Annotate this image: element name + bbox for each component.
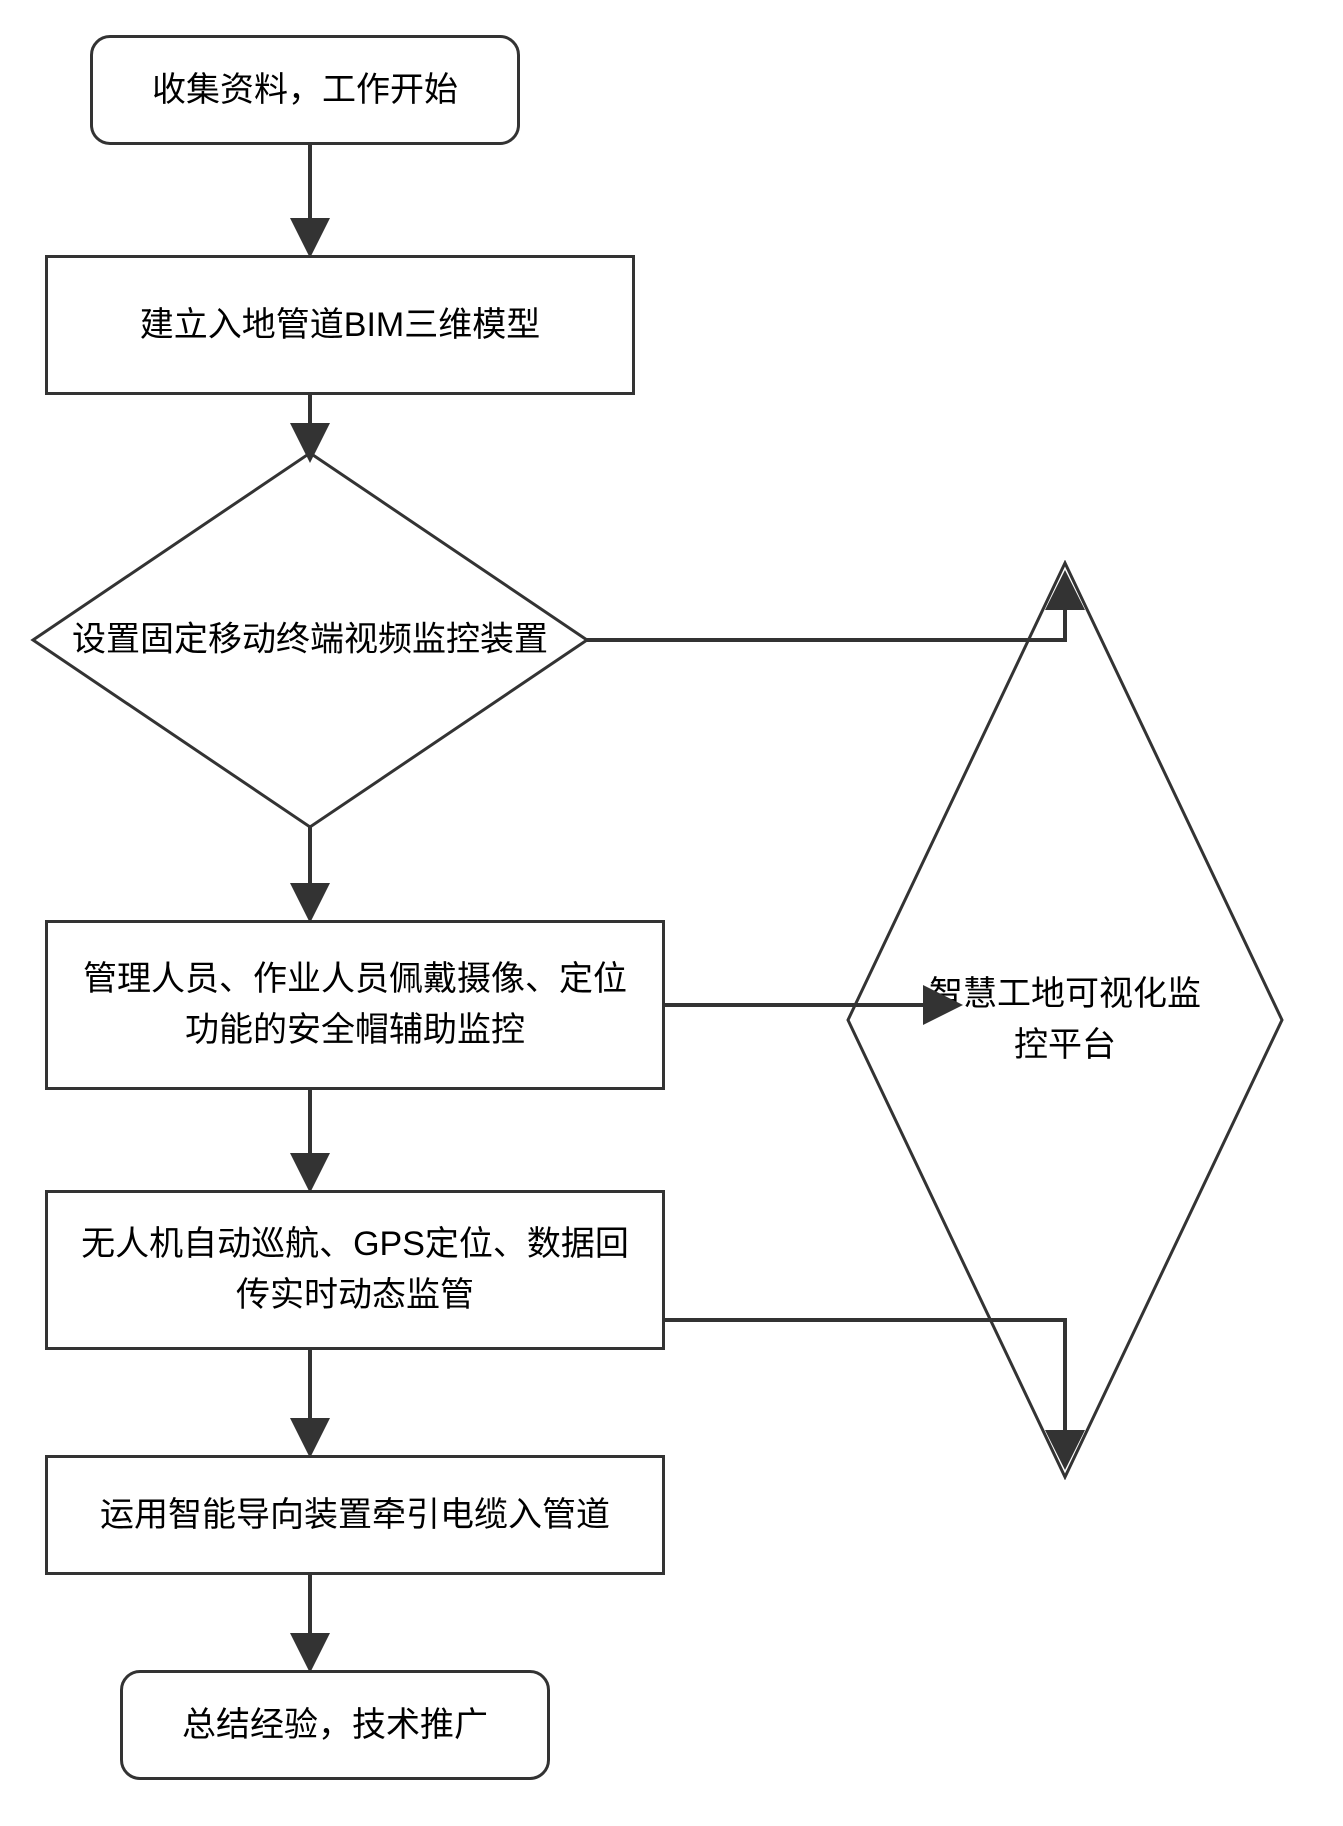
flowchart-decision-node: 设置固定移动终端视频监控装置 bbox=[30, 450, 590, 830]
node-label: 设置固定移动终端视频监控装置 bbox=[58, 615, 562, 666]
flowchart-platform-node: 智慧工地可视化监控平台 bbox=[845, 560, 1285, 1480]
flowchart-end-node: 总结经验，技术推广 bbox=[120, 1670, 550, 1780]
flowchart-start-node: 收集资料，工作开始 bbox=[90, 35, 520, 145]
node-label: 建立入地管道BIM三维模型 bbox=[140, 300, 540, 351]
node-label: 无人机自动巡航、GPS定位、数据回传实时动态监管 bbox=[68, 1219, 642, 1321]
node-label: 收集资料，工作开始 bbox=[152, 65, 458, 116]
node-label: 运用智能导向装置牵引电缆入管道 bbox=[100, 1490, 610, 1541]
node-label: 智慧工地可视化监控平台 bbox=[922, 969, 1208, 1071]
flowchart-process-node: 无人机自动巡航、GPS定位、数据回传实时动态监管 bbox=[45, 1190, 665, 1350]
flowchart-process-node: 管理人员、作业人员佩戴摄像、定位功能的安全帽辅助监控 bbox=[45, 920, 665, 1090]
flowchart-process-node: 建立入地管道BIM三维模型 bbox=[45, 255, 635, 395]
flowchart-process-node: 运用智能导向装置牵引电缆入管道 bbox=[45, 1455, 665, 1575]
node-label: 管理人员、作业人员佩戴摄像、定位功能的安全帽辅助监控 bbox=[68, 954, 642, 1056]
node-label: 总结经验，技术推广 bbox=[182, 1700, 488, 1751]
